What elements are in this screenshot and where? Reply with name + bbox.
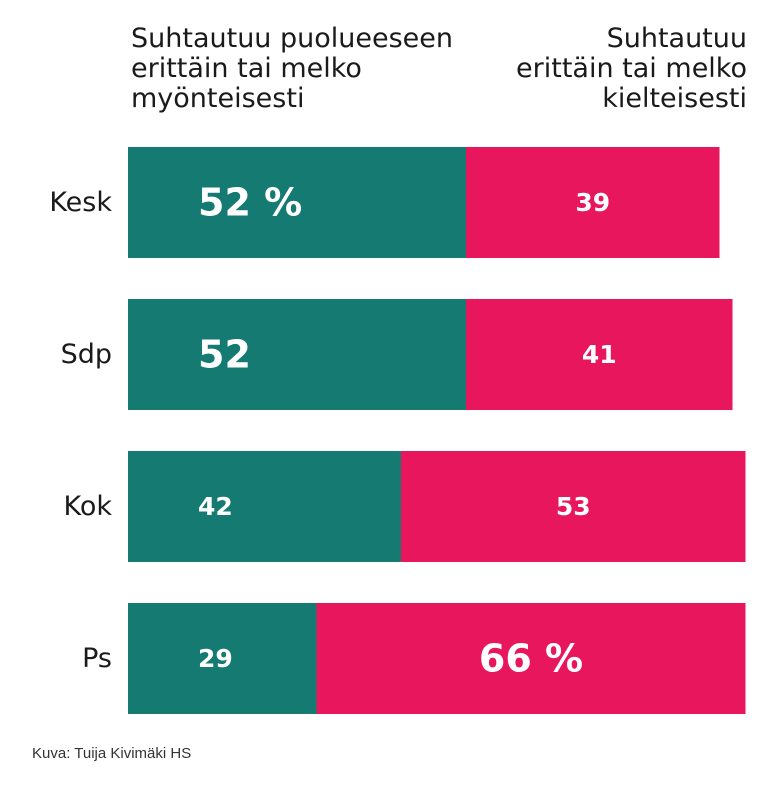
data-label-positive-kesk: 52 % bbox=[198, 181, 302, 225]
data-label-positive-ps: 29 bbox=[198, 644, 233, 673]
legend-negative: Suhtautuu erittäin tai melko kielteisest… bbox=[447, 24, 747, 114]
bar-negative-kesk bbox=[466, 147, 720, 258]
bar-negative-ps bbox=[316, 603, 746, 714]
legend-negative-line-2: erittäin tai melko bbox=[516, 53, 747, 84]
legend-positive: Suhtautuu puolueeseen erittäin tai melko… bbox=[131, 24, 471, 114]
legend-positive-line-1: Suhtautuu puolueeseen bbox=[131, 23, 454, 54]
data-label-negative-kok: 53 bbox=[556, 492, 591, 521]
bar-positive-ps bbox=[128, 603, 317, 714]
legend-negative-line-1: Suhtautuu bbox=[606, 23, 747, 54]
data-label-negative-kesk: 39 bbox=[575, 188, 610, 217]
data-label-positive-sdp: 52 bbox=[198, 333, 251, 377]
category-label-ps: Ps bbox=[82, 643, 112, 674]
category-label-sdp: Sdp bbox=[61, 339, 112, 370]
bar-positive-kesk bbox=[128, 147, 466, 258]
legend-negative-line-3: kielteisesti bbox=[602, 83, 747, 114]
bar-negative-sdp bbox=[466, 299, 733, 410]
image-credit: Kuva: Tuija Kivimäki HS bbox=[32, 745, 192, 762]
bar-positive-kok bbox=[128, 451, 401, 562]
data-label-negative-ps: 66 % bbox=[479, 637, 583, 681]
category-label-kesk: Kesk bbox=[49, 187, 112, 218]
legend-positive-line-2: erittäin tai melko bbox=[131, 53, 362, 84]
bar-negative-kok bbox=[401, 451, 746, 562]
bar-positive-sdp bbox=[128, 299, 466, 410]
data-label-positive-kok: 42 bbox=[198, 492, 233, 521]
legend-positive-line-3: myönteisesti bbox=[131, 83, 305, 114]
data-label-negative-sdp: 41 bbox=[582, 340, 617, 369]
category-label-kok: Kok bbox=[63, 491, 112, 522]
